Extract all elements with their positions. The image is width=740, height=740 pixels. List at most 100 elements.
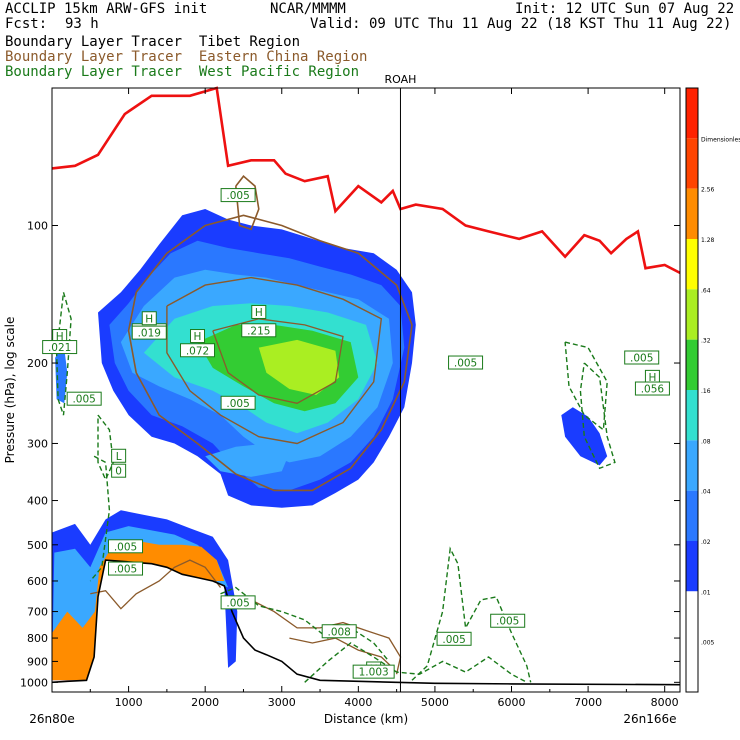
contour-label-box-1 xyxy=(42,340,78,355)
contour-label-25: 1.003 xyxy=(359,667,389,679)
y-tick-label-3: 400 xyxy=(27,495,48,508)
contour-labels: H.021.005L0.005H.019H.072.005.005H.215.0… xyxy=(42,188,670,679)
colorbar-label-1: .01 xyxy=(701,589,711,596)
contour-line-1 xyxy=(166,276,383,445)
contour-label-box-8 xyxy=(190,329,206,344)
fcst-value: 93 h xyxy=(65,16,99,32)
x-tick-label-6: 7000 xyxy=(574,696,602,709)
tracer-fill-6 xyxy=(205,443,290,477)
colorbar-segment-9 xyxy=(686,541,698,592)
contour-label-box-16 xyxy=(220,595,256,610)
contour-label-11: .005 xyxy=(226,398,249,410)
contour-label-box-7 xyxy=(131,325,167,340)
contour-lines xyxy=(51,86,681,686)
contour-label-box-6 xyxy=(141,311,157,326)
colorbar-segment-11 xyxy=(686,641,698,692)
x-tick-label-0: 1000 xyxy=(115,696,143,709)
contour-label-box-11 xyxy=(220,395,256,410)
colorbar: .005 .01 .02 .04 .08 .16 .32 .64 1.28 2.56 Dimensi… xyxy=(685,87,740,693)
y-tick-label-7: 800 xyxy=(27,632,48,645)
contour-label-0: H xyxy=(56,331,64,343)
left-endpoint-label: 26n80e xyxy=(29,712,75,726)
contour-label-17: .008 xyxy=(327,626,350,638)
colorbar-label-3: .04 xyxy=(701,489,711,496)
contour-label-15: .005 xyxy=(114,564,137,576)
colorbar-segment-10 xyxy=(686,591,698,642)
colorbar-label-7: .64 xyxy=(701,287,711,294)
contour-label-21: .056 xyxy=(641,384,665,396)
contour-label-box-2 xyxy=(66,391,102,406)
y-tick-label-5: 600 xyxy=(27,575,48,588)
x-tick-label-2: 3000 xyxy=(268,696,296,709)
contour-label-3: L xyxy=(116,451,122,463)
contour-label-10: .005 xyxy=(226,190,249,202)
colorbar-label-2: .02 xyxy=(701,539,711,546)
contour-label-16: .005 xyxy=(226,597,249,609)
x-tick-label-7: 8000 xyxy=(651,696,679,709)
colorbar-segment-8 xyxy=(686,490,698,541)
colorbar-label-8: 1.28 xyxy=(701,237,715,244)
contour-label-box-17 xyxy=(321,624,357,639)
colorbar-label-4: .08 xyxy=(701,438,711,445)
contour-line-13 xyxy=(220,586,390,662)
center-name: NCAR/MMMM xyxy=(270,1,346,17)
contour-label-box-12 xyxy=(251,304,267,319)
tracer-fill-10 xyxy=(561,407,608,466)
contour-label-box-13 xyxy=(241,323,277,338)
legend-tibet: Boundary Layer Tracer Tibet Region xyxy=(5,34,301,50)
contour-line-10 xyxy=(579,362,616,470)
contour-line-2 xyxy=(212,318,344,404)
contour-label-9: .072 xyxy=(186,345,209,357)
y-axis-label: Pressure (hPa), log scale xyxy=(3,317,17,464)
contour-label-box-3 xyxy=(111,448,127,463)
colorbar-label-9: 2.56 xyxy=(701,187,715,194)
contour-label-13: .215 xyxy=(247,325,270,337)
contour-label-19: .005 xyxy=(630,353,653,365)
contour-label-box-14 xyxy=(108,539,144,554)
fcst-label: Fcst: xyxy=(5,16,48,32)
y-tick-label-9: 1000 xyxy=(20,676,48,689)
contour-label-box-18 xyxy=(448,355,484,370)
colorbar-segment-5 xyxy=(686,339,698,390)
colorbar-segment-4 xyxy=(686,289,698,340)
x-tick-label-3: 4000 xyxy=(344,696,372,709)
colorbar-label-6: .32 xyxy=(701,338,711,345)
contour-label-box-23 xyxy=(490,613,526,628)
y-tick-label-6: 700 xyxy=(27,606,48,619)
x-tick-label-4: 5000 xyxy=(421,696,449,709)
contour-line-0 xyxy=(127,214,413,492)
x-tick-label-1: 2000 xyxy=(191,696,219,709)
contour-label-2: .005 xyxy=(72,394,95,406)
tropopause-line xyxy=(51,86,681,275)
x-axis-label: Distance (km) xyxy=(324,712,408,726)
colorbar-segment-6 xyxy=(686,390,698,441)
contour-label-box-22 xyxy=(436,631,472,646)
colorbar-frame xyxy=(685,87,699,693)
contour-label-23: .005 xyxy=(496,616,519,628)
terrain-line xyxy=(51,559,681,686)
contour-line-8 xyxy=(97,414,115,482)
contour-label-6: H xyxy=(145,313,153,325)
station-marker-label: ROAH xyxy=(385,73,417,86)
contour-line-6 xyxy=(289,637,394,669)
contour-label-4: 0 xyxy=(115,466,122,478)
colorbar-label-10: Dimensionless xyxy=(701,136,740,143)
contour-label-14: .005 xyxy=(114,541,137,553)
colorbar-segment-3 xyxy=(686,239,698,290)
colorbar-segment-0 xyxy=(686,88,698,139)
colorbar-segment-1 xyxy=(686,138,698,189)
contour-line-14 xyxy=(89,455,111,582)
model-title: ACCLIP 15km ARW-GFS init xyxy=(5,1,208,17)
colorbar-segment-2 xyxy=(686,188,698,239)
right-endpoint-label: 26n166e xyxy=(623,712,676,726)
contour-label-box-25 xyxy=(352,664,395,679)
tracer-fill-5 xyxy=(258,339,340,395)
colorbar-segment-7 xyxy=(686,440,698,491)
contour-label-7: .019 xyxy=(138,328,161,340)
legend-west-pacific: Boundary Layer Tracer West Pacific Regio… xyxy=(5,64,360,80)
y-tick-label-1: 200 xyxy=(27,357,48,370)
colorbar-label-5: .16 xyxy=(701,388,711,395)
tracer-fields xyxy=(52,209,608,681)
contour-label-22: .005 xyxy=(442,634,465,646)
